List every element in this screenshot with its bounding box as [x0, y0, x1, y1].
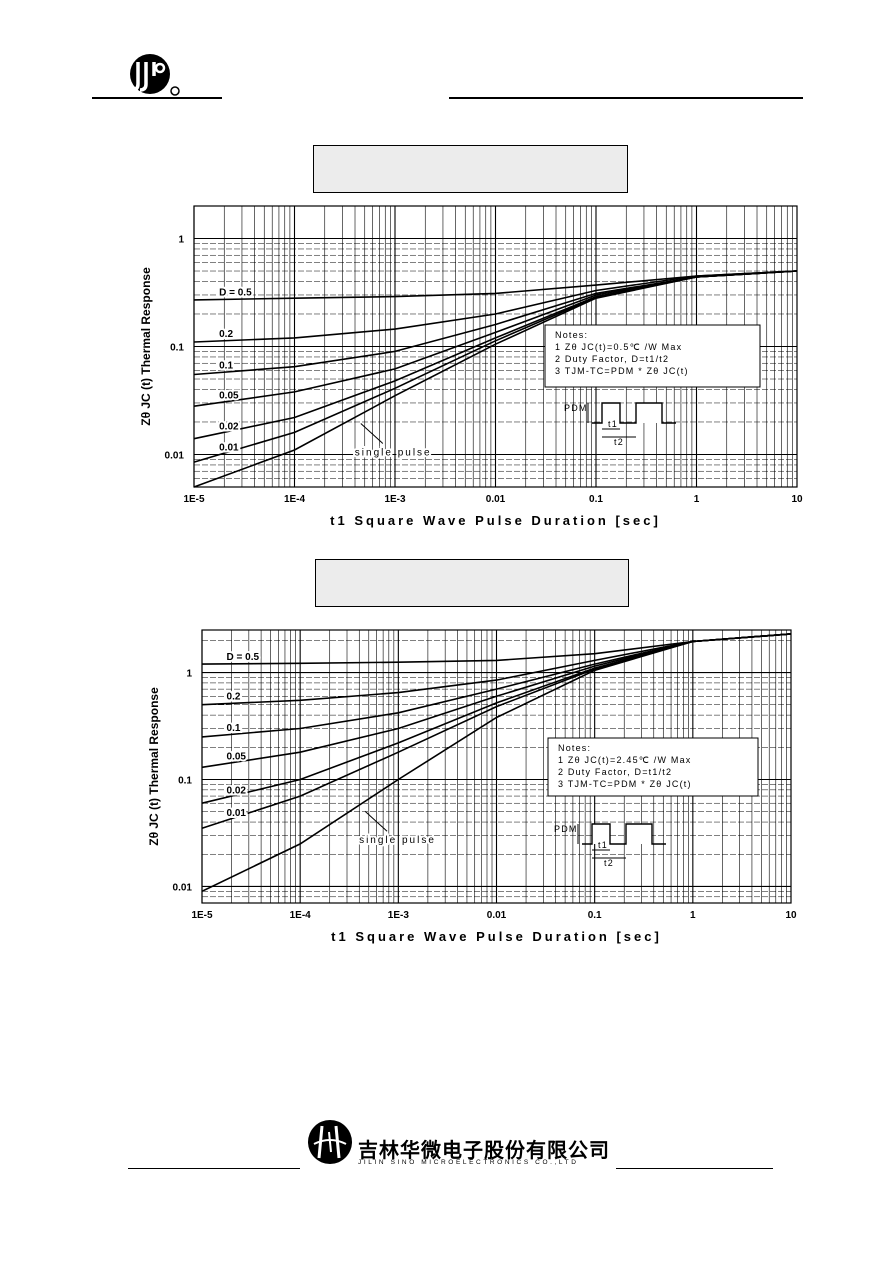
- waveform-pdm-label: PDM: [564, 403, 588, 413]
- x-tick-label: 1E-4: [284, 494, 306, 505]
- series-label-d005: 0.05: [219, 391, 239, 402]
- footer-rule-left: [128, 1168, 300, 1169]
- x-tick-label: 0.1: [588, 910, 602, 921]
- header-logo: [126, 54, 186, 100]
- series-line: [193, 270, 798, 407]
- series-line: [193, 270, 798, 301]
- notes-heading: Notes:: [558, 743, 591, 753]
- y-tick-label: 0.01: [173, 882, 193, 893]
- x-tick-label: 1: [694, 494, 700, 505]
- series-label-d002: 0.02: [219, 421, 239, 432]
- plot-frame: [201, 629, 792, 904]
- notes-line-3: 3 TJM-TC=PDM * Zθ JC(t): [558, 779, 692, 789]
- notes-box: [544, 324, 761, 388]
- x-axis-label: t1 Square Wave Pulse Duration [sec]: [330, 513, 661, 528]
- y-tick-label: 0.1: [170, 343, 184, 354]
- y-tick-label: 0.1: [178, 775, 192, 786]
- series-label-single-pulse: single pulse: [355, 447, 432, 458]
- series-line: [193, 270, 798, 488]
- chart2-title-box: [315, 559, 629, 607]
- x-tick-label: 10: [785, 910, 797, 921]
- series-label-d001: 0.01: [227, 808, 247, 819]
- x-tick-label: 1: [690, 910, 696, 921]
- series-label-d001: 0.01: [219, 443, 239, 454]
- single-pulse-pointer: [360, 423, 384, 444]
- y-axis-label: Zθ JC (t) Thermal Response: [147, 687, 161, 846]
- footer-company-en: JILIN SINO MICROELECTRONICS CO.,LTD: [358, 1159, 579, 1166]
- single-pulse-pointer: [364, 810, 388, 832]
- series-label-d002: 0.02: [227, 785, 247, 796]
- y-tick-label: 0.01: [165, 450, 185, 461]
- y-axis-label: Zθ JC (t) Thermal Response: [139, 267, 153, 426]
- plot-frame: [193, 205, 798, 488]
- footer-rule-right: [616, 1168, 773, 1169]
- notes-line-1: 1 Zθ JC(t)=0.5℃ /W Max: [555, 342, 682, 352]
- waveform-pdm-label: PDM: [554, 824, 578, 834]
- y-tick-label: 1: [186, 669, 192, 680]
- notes-line-2: 2 Duty Factor, D=t1/t2: [555, 354, 669, 364]
- series-line: [201, 633, 792, 769]
- x-tick-label: 1E-3: [384, 494, 406, 505]
- header-rule-right: [449, 97, 803, 99]
- notes-line-1: 1 Zθ JC(t)=2.45℃ /W Max: [558, 755, 691, 765]
- series-label-d01: 0.1: [227, 723, 241, 734]
- x-tick-label: 0.01: [487, 910, 507, 921]
- x-tick-label: 1E-3: [388, 910, 410, 921]
- series-line: [193, 270, 798, 440]
- header-rule-left: [92, 97, 222, 99]
- notes-line-2: 2 Duty Factor, D=t1/t2: [558, 767, 672, 777]
- series-line: [193, 270, 798, 376]
- notes-box: [547, 737, 759, 797]
- jsm-logo-icon: [130, 54, 180, 96]
- series-label-d05: D = 0.5: [219, 287, 252, 298]
- waveform-t2-label: t2: [604, 858, 614, 868]
- series-label-d02: 0.2: [227, 692, 241, 703]
- series-line: [201, 633, 792, 804]
- series-line: [201, 633, 792, 830]
- series-line: [201, 633, 792, 665]
- x-axis-label: t1 Square Wave Pulse Duration [sec]: [331, 929, 662, 944]
- series-label-single-pulse: single pulse: [359, 835, 436, 846]
- waveform-t1-label: t1: [608, 419, 618, 429]
- chart1-title-box: [313, 145, 628, 193]
- series-line: [201, 633, 792, 706]
- series-line: [201, 633, 792, 738]
- pdm-waveform: [592, 402, 676, 424]
- series-line: [193, 270, 798, 343]
- x-tick-label: 1E-5: [191, 910, 213, 921]
- x-tick-label: 1E-4: [290, 910, 312, 921]
- y-tick-label: 1: [178, 235, 184, 246]
- x-tick-label: 0.1: [589, 494, 603, 505]
- series-line: [201, 633, 792, 893]
- notes-heading: Notes:: [555, 330, 588, 340]
- footer-company-cn: 吉林华微电子股份有限公司: [358, 1138, 610, 1162]
- x-tick-label: 0.01: [486, 494, 506, 505]
- footer-logo: [306, 1118, 354, 1166]
- waveform-t2-label: t2: [614, 437, 624, 447]
- x-tick-label: 1E-5: [183, 494, 205, 505]
- pdm-waveform: [582, 823, 666, 845]
- waveform-t1-label: t1: [598, 840, 608, 850]
- notes-line-3: 3 TJM-TC=PDM * Zθ JC(t): [555, 366, 689, 376]
- series-line: [193, 270, 798, 463]
- sino-logo-icon: [308, 1120, 352, 1164]
- series-label-d005: 0.05: [227, 752, 247, 763]
- series-label-d05: D = 0.5: [227, 652, 260, 663]
- x-tick-label: 10: [791, 494, 803, 505]
- series-label-d02: 0.2: [219, 329, 233, 340]
- series-label-d01: 0.1: [219, 361, 233, 372]
